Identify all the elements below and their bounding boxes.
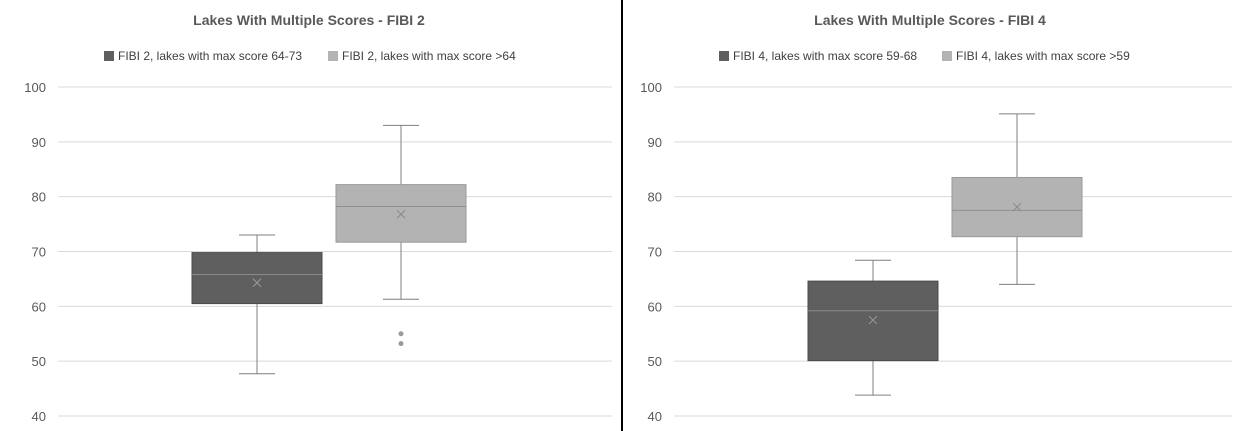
y-tick-label: 70 [32, 245, 46, 260]
box-iqr [335, 184, 467, 243]
y-tick-label: 100 [24, 80, 46, 95]
chart-title: Lakes With Multiple Scores - FIBI 4 [814, 12, 1046, 28]
y-tick-label: 50 [648, 354, 662, 369]
legend-label: FIBI 2, lakes with max score >64 [342, 49, 516, 63]
box-iqr [807, 280, 939, 362]
legend: FIBI 4, lakes with max score 59-68 FIBI … [719, 49, 1130, 63]
y-tick-label: 60 [648, 299, 662, 314]
y-tick-label: 90 [648, 135, 662, 150]
y-tick-label: 40 [648, 409, 662, 424]
outlier-point [398, 331, 404, 337]
y-tick-label: 80 [32, 190, 46, 205]
plot-area: 40 50 60 70 80 90 100 [24, 80, 612, 424]
legend-swatch-dark [104, 51, 114, 61]
y-tick-label: 50 [32, 354, 46, 369]
plot-area: 40 50 60 70 80 90 100 [640, 80, 1232, 424]
mean-marker [252, 278, 262, 288]
chart-title: Lakes With Multiple Scores - FIBI 2 [193, 12, 425, 28]
box-iqr [191, 252, 323, 305]
legend-label: FIBI 2, lakes with max score 64-73 [118, 49, 302, 63]
y-tick-label: 80 [648, 190, 662, 205]
legend-swatch-light [942, 51, 952, 61]
legend: FIBI 2, lakes with max score 64-73 FIBI … [104, 49, 516, 63]
chart-panel-fibi-2: Lakes With Multiple Scores - FIBI 2 FIBI… [24, 12, 612, 424]
outlier-point [398, 341, 404, 347]
y-tick-label: 70 [648, 245, 662, 260]
y-tick-label: 40 [32, 409, 46, 424]
y-tick-label: 100 [640, 80, 662, 95]
y-tick-label: 60 [32, 299, 46, 314]
mean-marker [1012, 202, 1022, 212]
mean-marker [396, 209, 406, 219]
mean-marker [868, 315, 878, 325]
legend-swatch-light [328, 51, 338, 61]
chart-panel-fibi-4: Lakes With Multiple Scores - FIBI 4 FIBI… [640, 12, 1232, 424]
legend-label: FIBI 4, lakes with max score >59 [956, 49, 1130, 63]
legend-swatch-dark [719, 51, 729, 61]
y-tick-label: 90 [32, 135, 46, 150]
legend-label: FIBI 4, lakes with max score 59-68 [733, 49, 917, 63]
